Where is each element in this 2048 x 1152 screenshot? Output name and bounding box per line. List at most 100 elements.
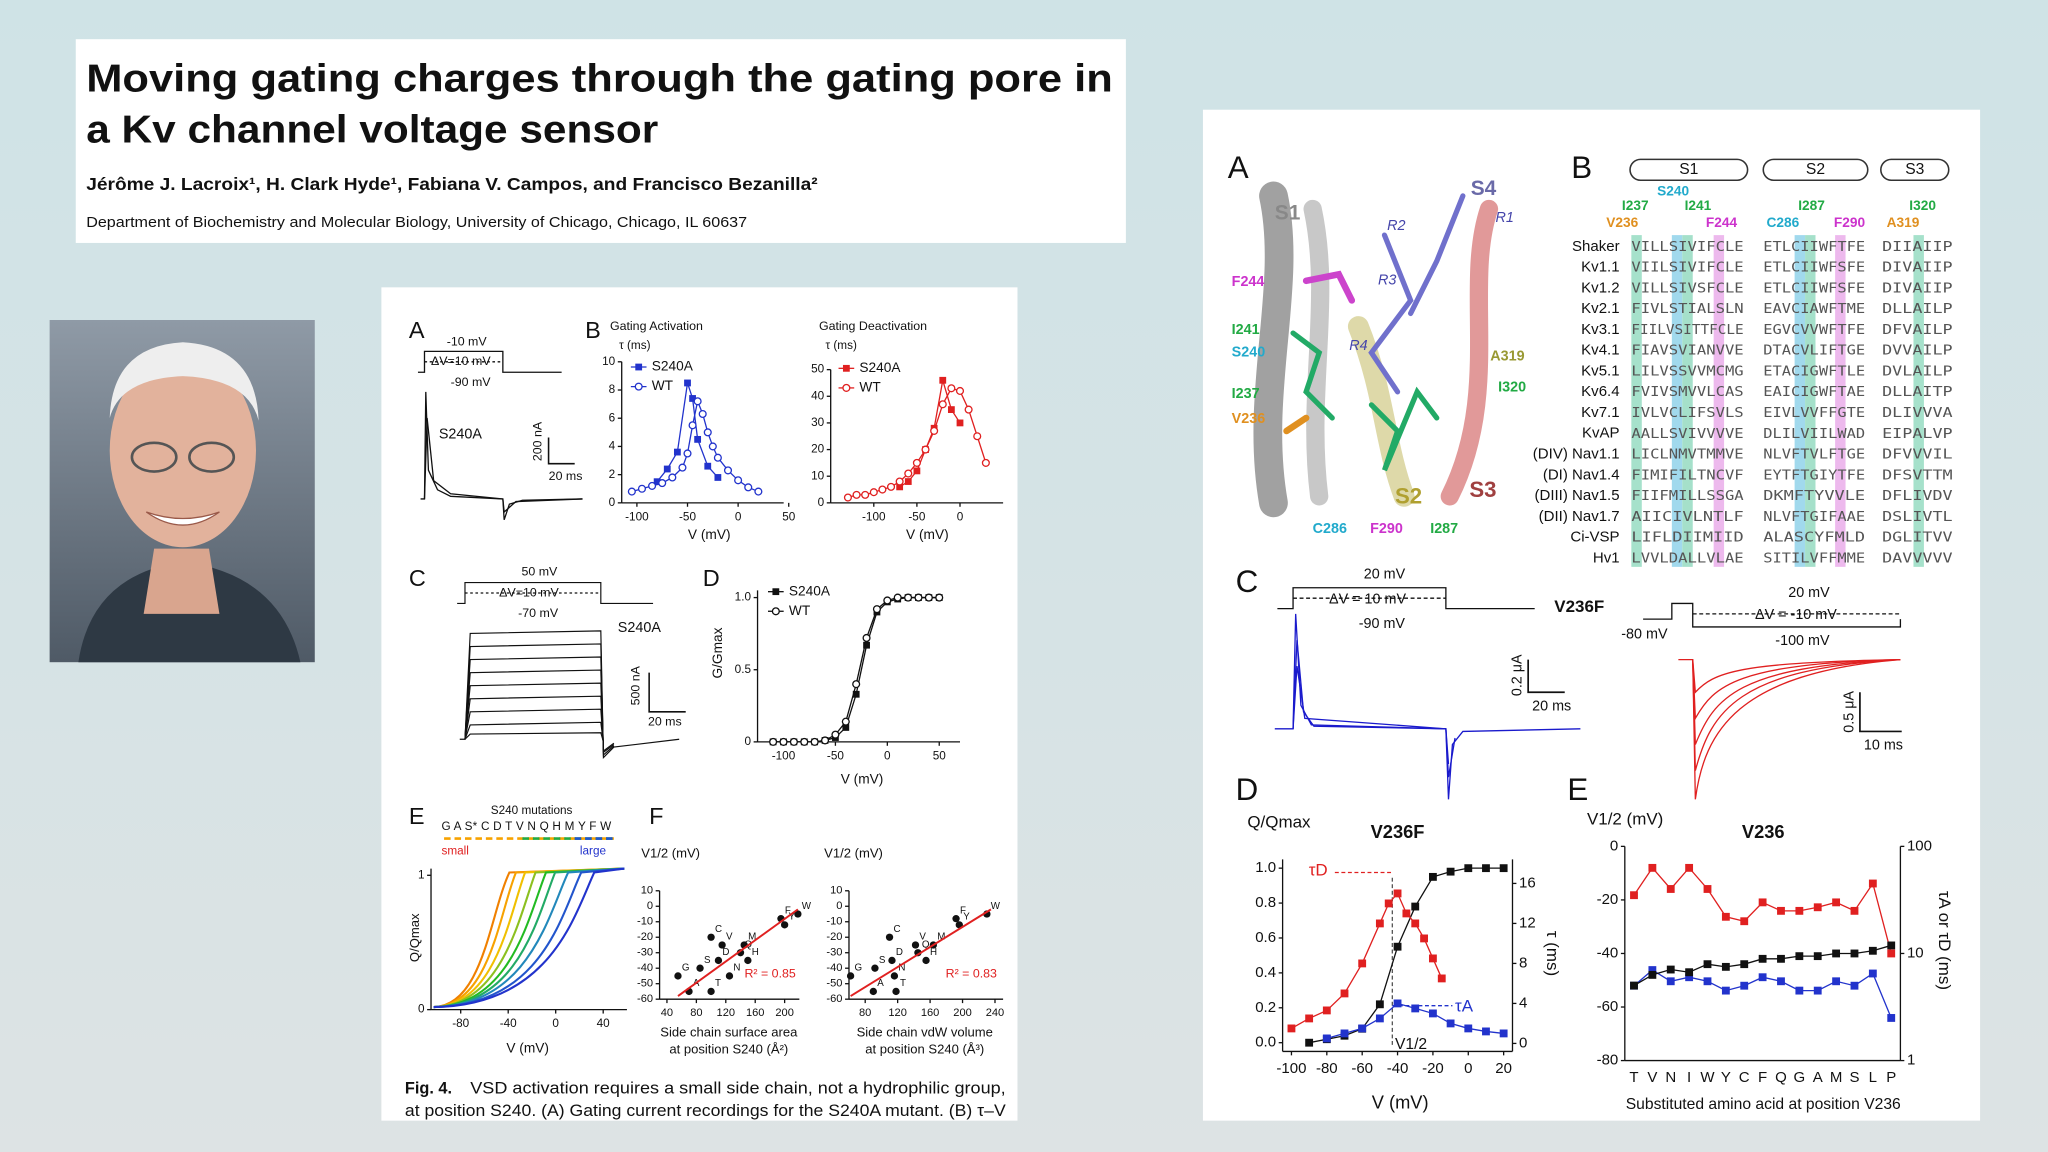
y-tick-label: 10 bbox=[602, 355, 616, 368]
data-point bbox=[1428, 1009, 1437, 1018]
x-tick-label: 20 bbox=[1495, 1060, 1512, 1077]
data-point bbox=[912, 458, 921, 467]
protocol-label: -90 mV bbox=[451, 375, 492, 389]
alignment: S1 S2 S3 S240 I237 I241 F244 V236 C286 I287 F290 I3… bbox=[1533, 161, 1953, 566]
sequence: DLLAITP bbox=[1882, 384, 1953, 400]
data-point bbox=[1322, 1034, 1331, 1043]
protocol-label: -10 mV bbox=[447, 334, 488, 348]
sequence: DGLITVV bbox=[1882, 530, 1953, 546]
scale-bar-label: 0.5 μA bbox=[1841, 691, 1857, 733]
data-point bbox=[1850, 949, 1859, 958]
data-point bbox=[1630, 981, 1638, 990]
data-point bbox=[1446, 867, 1455, 876]
structure-label: V236 bbox=[1232, 411, 1266, 427]
sequence: ETLCIIWFSFE bbox=[1763, 260, 1865, 276]
data-point bbox=[754, 487, 763, 496]
y2-tick-label: 8 bbox=[1519, 954, 1527, 971]
y-tick-label: 0 bbox=[647, 900, 653, 912]
x-tick-label: Y bbox=[1721, 1069, 1731, 1086]
data-point bbox=[1358, 959, 1367, 968]
data-point bbox=[1721, 962, 1730, 971]
y-tick-label: 0 bbox=[818, 496, 825, 509]
y-tick-label: 4 bbox=[609, 440, 616, 453]
data-point bbox=[648, 481, 657, 490]
data-point bbox=[1740, 960, 1749, 969]
gating-current-traces-v236f bbox=[1274, 587, 1902, 800]
x-tick-label: V bbox=[1647, 1069, 1657, 1086]
data-point bbox=[1887, 941, 1896, 950]
data-point bbox=[1666, 977, 1675, 986]
point-label: N bbox=[898, 963, 905, 974]
alignment-highlights bbox=[1631, 235, 1924, 567]
data-point bbox=[683, 449, 692, 458]
axis-label: Substituted amino acid at position V236 bbox=[1626, 1096, 1901, 1113]
sequence: EIVLVVFFGTE bbox=[1763, 405, 1865, 421]
data-point bbox=[852, 680, 861, 689]
legend-label: WT bbox=[789, 603, 811, 618]
axis-label: at position S240 (Å³) bbox=[865, 1042, 984, 1057]
protocol-label: -100 mV bbox=[1775, 633, 1830, 649]
data-point bbox=[1758, 954, 1767, 963]
point-label: H bbox=[752, 947, 759, 958]
structure-label: F244 bbox=[1232, 274, 1265, 290]
x-tick-label: 0 bbox=[957, 510, 964, 523]
sequence: IVLVCLIFSVLS bbox=[1631, 405, 1743, 421]
scale-bar-label: 20 ms bbox=[1532, 698, 1571, 714]
data-point bbox=[789, 737, 798, 746]
point-label: M bbox=[937, 932, 945, 943]
point-label: G bbox=[682, 963, 690, 974]
scale-bar-label: 0.2 μA bbox=[1510, 654, 1526, 696]
data-point bbox=[658, 479, 667, 488]
legend-label: WT bbox=[652, 378, 674, 393]
data-point bbox=[1482, 864, 1490, 873]
y-tick-label: -60 bbox=[826, 993, 842, 1005]
panel-letter: C bbox=[1236, 564, 1259, 599]
residue-label: V236 bbox=[1606, 215, 1638, 230]
x-tick-label: 40 bbox=[661, 1007, 673, 1019]
axis-label: at position S240 (Å²) bbox=[669, 1042, 788, 1057]
protocol-label: ΔV=10 mV bbox=[431, 354, 491, 368]
data-point bbox=[1499, 864, 1508, 873]
y-tick-label: -10 bbox=[826, 916, 842, 928]
data-point bbox=[955, 386, 965, 395]
sequence-name: (DIV) Nav1.1 bbox=[1533, 445, 1620, 462]
data-point bbox=[1850, 981, 1859, 990]
sequence: LILVSSVVMCMG bbox=[1631, 363, 1743, 379]
sequence-name: Kv5.1 bbox=[1581, 362, 1619, 379]
sequence-name: Shaker bbox=[1572, 238, 1620, 255]
data-point bbox=[1832, 977, 1841, 986]
data-point bbox=[893, 593, 902, 602]
sequence-name: Ci-VSP bbox=[1570, 529, 1619, 546]
data-point bbox=[769, 737, 778, 746]
x-tick-label: -50 bbox=[827, 749, 844, 762]
sequence: DVLAILP bbox=[1882, 363, 1953, 379]
data-point bbox=[707, 933, 715, 941]
protein-structure bbox=[1253, 181, 1499, 518]
panel-letter: D bbox=[1236, 772, 1259, 807]
y-tick-label: 1 bbox=[418, 868, 425, 881]
data-point bbox=[841, 717, 850, 726]
data-point bbox=[1340, 989, 1349, 998]
data-point bbox=[678, 463, 687, 472]
x-tick-label: 80 bbox=[859, 1007, 871, 1019]
data-point bbox=[734, 476, 743, 485]
data-point bbox=[1868, 969, 1877, 978]
data-point bbox=[1703, 977, 1712, 986]
x-tick-label: I bbox=[1687, 1069, 1691, 1086]
data-point bbox=[698, 409, 707, 419]
scale-bar-label: 500 nA bbox=[628, 665, 642, 705]
segment-capsules bbox=[1629, 158, 1950, 182]
paper-title: a Kv channel voltage sensor bbox=[86, 108, 658, 151]
panel-letter: B bbox=[585, 317, 601, 343]
sequence: EYTFTGIYTFE bbox=[1763, 467, 1865, 483]
legend-marker bbox=[634, 382, 643, 391]
sequence: LICLNMVTMMVE bbox=[1631, 447, 1743, 463]
data-point bbox=[1446, 1019, 1455, 1028]
segment-label: S3 bbox=[1905, 161, 1924, 178]
paper-header bbox=[75, 39, 1126, 243]
sequence: DVVAILP bbox=[1882, 343, 1953, 359]
data-line bbox=[677, 908, 799, 997]
y2-tick-label: 1 bbox=[1907, 1052, 1915, 1069]
x-tick-label: S bbox=[1849, 1069, 1859, 1086]
axis-label: V (mV) bbox=[688, 527, 731, 542]
